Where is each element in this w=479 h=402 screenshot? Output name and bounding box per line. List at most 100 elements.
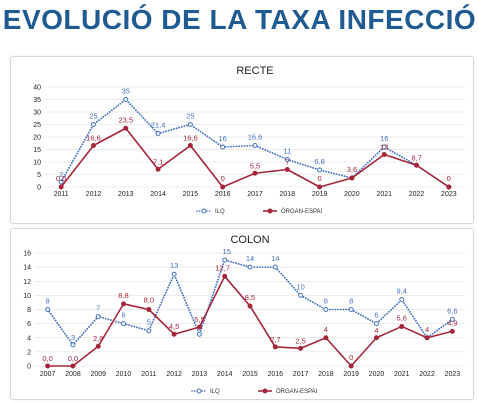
data-label-organ-espai: 4,9 [447,318,457,327]
data-point-ilq [121,321,127,327]
data-point-ilq [155,131,161,136]
x-tick-label: 2022 [409,191,425,198]
y-tick-label: 20 [33,135,41,142]
data-point-organ-espai [424,335,430,341]
x-tick-label: 2022 [419,371,435,378]
data-point-organ-espai [171,331,177,337]
x-tick-label: 2008 [65,371,81,378]
data-point-organ-espai [196,324,202,330]
y-tick-label: 25 [33,122,41,129]
y-tick-label: 8 [27,307,31,314]
data-label-organ-espai: 4 [425,325,429,334]
legend: ILQ ÒRGAN-ESPAI [196,208,323,215]
data-label-organ-espai: 8,8 [118,291,128,300]
data-point-ilq [220,144,226,150]
data-point-ilq [272,264,278,270]
legend-marker-ilq [201,208,207,214]
data-label-organ-espai: 4 [374,326,378,335]
legend-label-organ-espai: ÒRGAN-ESPAI [276,388,318,395]
legend-label-organ-espai: ÒRGAN-ESPAI [281,208,323,215]
legend-marker-organ-espai [267,208,273,214]
data-label-ilq: 6 [374,311,378,320]
x-tick-label: 2021 [376,191,392,198]
data-label-organ-espai: 13 [380,143,388,152]
x-tick-label: 2016 [268,371,284,378]
y-tick-label: 2 [27,349,31,356]
y-tick-label: 5 [37,172,41,179]
series-line-ilq [46,259,454,346]
data-label-organ-espai: 0,0 [56,174,66,183]
data-point-organ-espai [381,152,387,157]
data-point-ilq [298,292,304,298]
data-label-organ-espai: 8,0 [144,296,154,305]
x-tick-label: 2015 [183,191,199,198]
data-label-ilq: 7 [96,304,100,313]
data-label-ilq: 35 [122,87,130,96]
data-label-ilq: 25 [89,112,97,121]
data-point-ilq [196,331,202,337]
x-tick-label: 2013 [192,371,208,378]
y-tick-label: 12 [23,279,31,286]
data-point-organ-espai [90,143,96,148]
data-point-ilq [348,307,354,312]
x-tick-label: 2017 [247,191,263,198]
data-point-ilq [284,157,290,162]
data-label-organ-espai: 0 [221,174,225,183]
x-tick-label: 2014 [217,371,233,378]
data-label-ilq: 2 [59,170,63,179]
data-point-organ-espai [348,363,354,369]
data-point-ilq [449,316,455,322]
legend-label-ilq: ILQ [210,389,220,395]
data-point-organ-espai [123,125,129,131]
data-label-ilq: 9,4 [397,287,407,296]
data-label-organ-espai: 12,7 [215,263,230,272]
data-label-ilq: 21,4 [151,121,166,130]
y-tick-label: 10 [23,293,31,300]
data-label-ilq: 14 [246,254,254,263]
chart-title: COLON [230,234,269,246]
data-label-ilq: 16,6 [248,133,263,142]
data-label-ilq: 3 [71,333,75,342]
data-label-ilq: 14 [271,254,279,263]
y-tick-label: 0 [37,185,41,192]
data-point-organ-espai [323,335,329,341]
x-tick-label: 2016 [215,191,231,198]
data-point-organ-espai [298,345,304,351]
data-label-ilq: 11 [283,147,291,156]
data-label-ilq: 15 [223,247,231,256]
data-point-ilq [90,122,96,127]
data-point-ilq [381,144,387,150]
x-tick-label: 2019 [343,371,359,378]
data-point-organ-espai [272,344,278,350]
data-label-organ-espai: 0 [318,174,322,183]
data-point-ilq [45,307,51,312]
data-label-ilq: 6,6 [447,306,457,315]
data-point-organ-espai [45,363,51,369]
data-point-organ-espai [220,184,226,190]
data-point-organ-espai [284,167,290,172]
data-label-ilq: 8 [349,297,353,306]
data-label-organ-espai: 8,5 [245,293,255,302]
data-label-ilq: 25 [186,112,194,121]
data-label-organ-espai: 5,6 [397,313,407,322]
series-line-organ-espai [46,275,454,367]
data-label-ilq: 5 [147,318,151,327]
data-label-organ-espai: 0 [349,353,353,362]
data-label-ilq: 6 [121,311,125,320]
data-label-organ-espai: 16,6 [183,134,198,143]
data-label-ilq: 13 [170,261,178,270]
x-tick-label: 2007 [40,371,56,378]
data-label-organ-espai: 2,7 [270,335,280,344]
data-point-organ-espai [252,170,258,176]
data-point-ilq [95,314,101,320]
data-point-ilq [399,297,405,303]
x-tick-label: 2012 [86,191,102,198]
y-tick-label: 4 [27,335,31,342]
x-tick-label: 2019 [312,191,328,198]
data-label-organ-espai: 8,7 [411,153,421,162]
data-point-ilq [123,97,129,102]
data-point-organ-espai [146,307,152,312]
chart-panel-recte: RECTE 0 5 10 15 20 25 30 35 40 2011 2012 2013 2014 201… [10,56,474,224]
x-tick-label: 2018 [280,191,296,198]
data-label-organ-espai: 0,0 [68,354,78,363]
